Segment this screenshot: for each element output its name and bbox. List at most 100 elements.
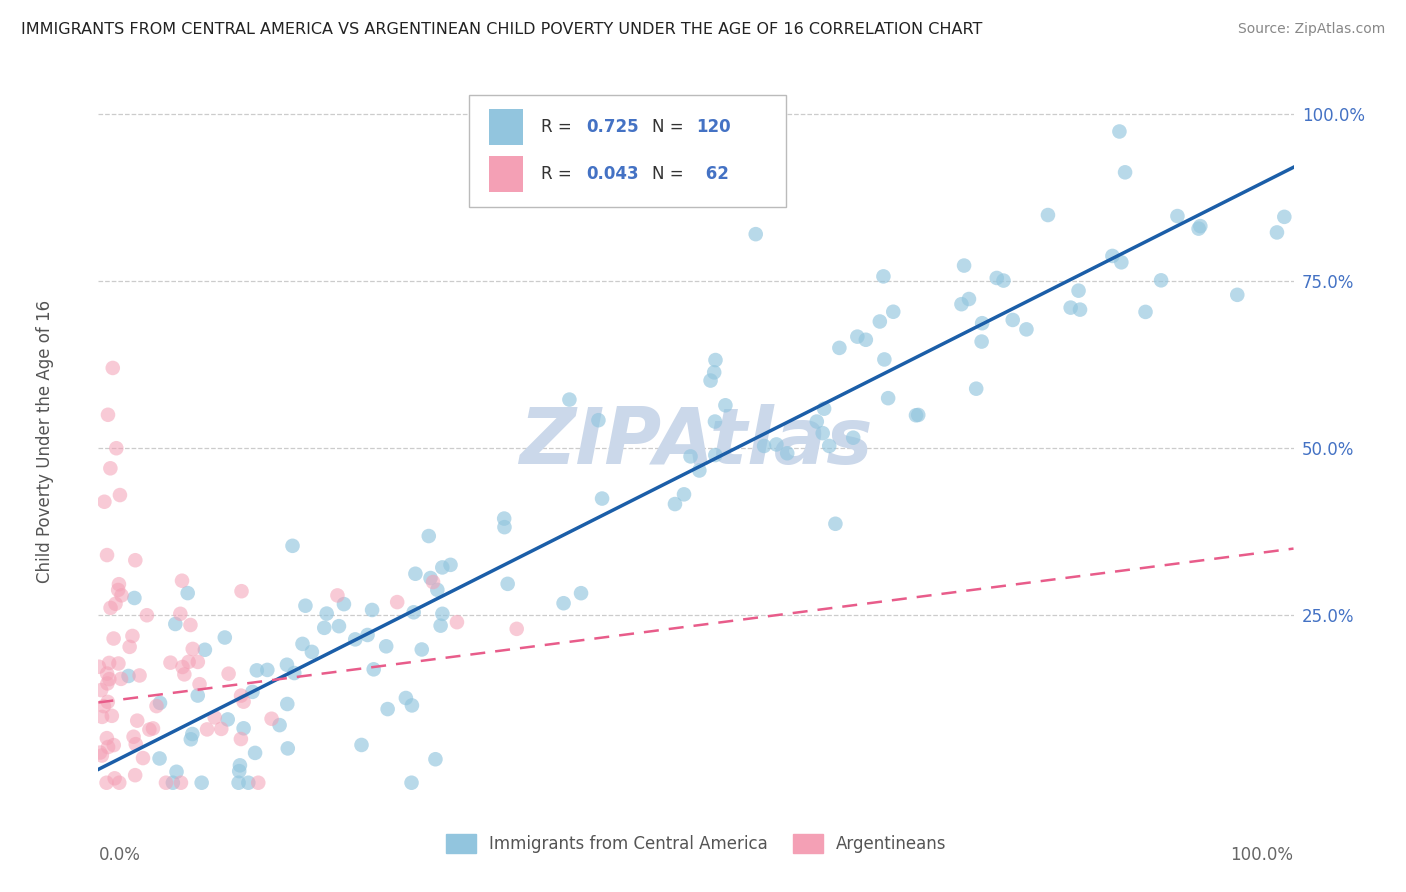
Point [100, 600, 122, 615]
Point [506, 622, 529, 636]
Point [96, 676, 118, 690]
Point [188, 677, 211, 691]
Text: 62: 62 [700, 165, 728, 183]
Point [181, 641, 204, 656]
Point [170, 776, 193, 790]
Point [813, 401, 835, 416]
Point [402, 605, 425, 619]
Point [569, 586, 592, 600]
Point [957, 292, 980, 306]
Point [107, 657, 129, 671]
Point [699, 374, 721, 388]
Point [972, 316, 994, 330]
Point [1189, 219, 1212, 233]
Point [96, 731, 118, 746]
Point [93, 699, 115, 714]
Point [679, 450, 702, 464]
Point [247, 776, 270, 790]
Point [591, 491, 613, 506]
Point [105, 442, 128, 455]
Point [87, 659, 110, 673]
Text: IMMIGRANTS FROM CENTRAL AMERICA VS ARGENTINEAN CHILD POVERTY UNDER THE AGE OF 16: IMMIGRANTS FROM CENTRAL AMERICA VS ARGEN… [21, 22, 983, 37]
Point [181, 727, 204, 741]
Point [187, 689, 209, 703]
Point [132, 751, 155, 765]
Point [96, 776, 118, 790]
Point [824, 516, 846, 531]
Point [256, 663, 278, 677]
Point [664, 497, 686, 511]
Point [173, 667, 195, 681]
Point [1001, 313, 1024, 327]
Point [328, 619, 350, 633]
Text: 0.725: 0.725 [586, 119, 638, 136]
Point [855, 333, 877, 347]
Point [172, 660, 194, 674]
Point [301, 645, 323, 659]
Text: 0.043: 0.043 [586, 165, 638, 183]
Point [1226, 288, 1249, 302]
Point [688, 463, 710, 477]
Bar [489, 156, 523, 193]
Point [124, 591, 146, 605]
Point [558, 392, 581, 407]
Point [97, 408, 120, 422]
Point [765, 437, 787, 451]
Point [395, 691, 418, 706]
Point [828, 341, 851, 355]
Point [869, 314, 891, 328]
Point [418, 529, 440, 543]
Point [714, 398, 737, 412]
Point [283, 666, 305, 681]
Bar [489, 109, 523, 145]
Point [1111, 255, 1133, 269]
Point [281, 539, 304, 553]
Point [204, 710, 226, 724]
Point [276, 697, 298, 711]
Point [177, 655, 200, 669]
Text: Child Poverty Under the Age of 16: Child Poverty Under the Age of 16 [35, 300, 53, 583]
Point [170, 574, 193, 588]
Point [246, 664, 269, 678]
Point [950, 297, 973, 311]
Point [176, 586, 198, 600]
Point [103, 632, 125, 646]
Point [214, 631, 236, 645]
Text: 100.0%: 100.0% [1230, 847, 1294, 864]
Point [180, 732, 202, 747]
Point [187, 655, 209, 669]
Point [426, 582, 449, 597]
Point [704, 448, 727, 462]
Point [232, 721, 254, 735]
Point [128, 668, 150, 682]
Text: R =: R = [541, 165, 576, 183]
Point [98, 672, 121, 686]
Text: R =: R = [541, 119, 576, 136]
Point [229, 689, 252, 703]
Point [90, 683, 112, 698]
Point [401, 776, 423, 790]
Point [904, 409, 927, 423]
Point [179, 618, 201, 632]
Point [135, 608, 157, 623]
Point [165, 617, 187, 632]
Point [228, 776, 250, 790]
Point [91, 710, 114, 724]
Point [118, 640, 141, 654]
Point [326, 589, 349, 603]
Point [752, 439, 775, 453]
Point [411, 642, 433, 657]
Point [776, 446, 799, 460]
Point [103, 738, 125, 752]
Point [260, 712, 283, 726]
Point [89, 746, 111, 760]
Point [101, 708, 124, 723]
Point [439, 558, 461, 572]
Point [218, 666, 240, 681]
Point [110, 588, 132, 602]
Point [350, 738, 373, 752]
Point [315, 607, 337, 621]
Point [97, 739, 120, 754]
Point [419, 571, 441, 585]
Point [877, 391, 900, 405]
